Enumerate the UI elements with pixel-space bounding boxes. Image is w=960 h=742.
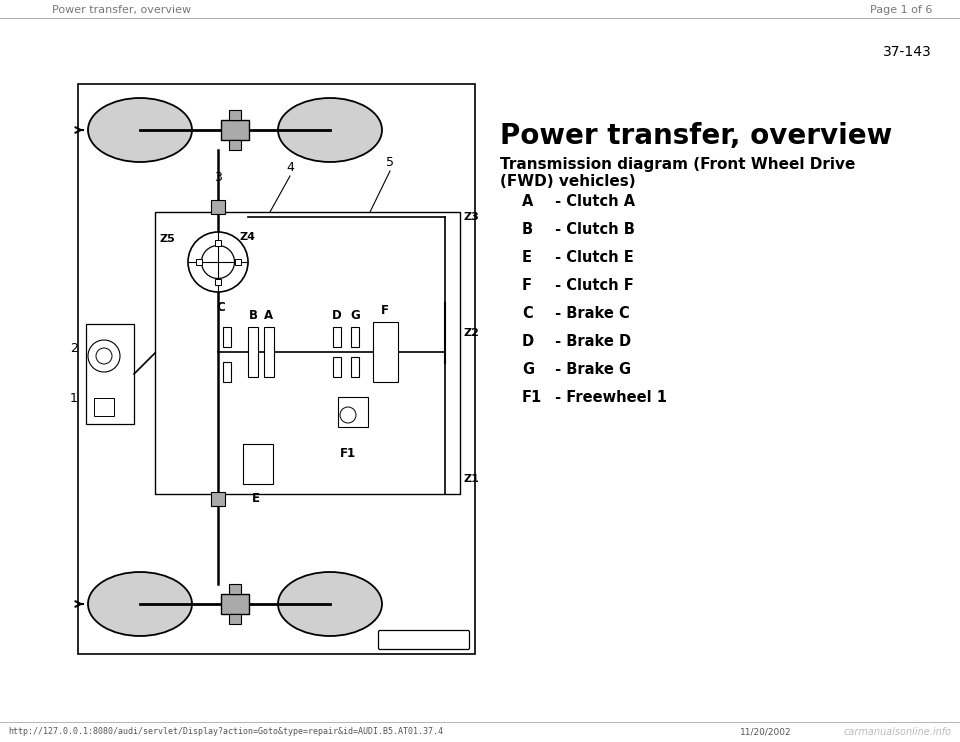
- Text: 5: 5: [386, 156, 394, 169]
- Bar: [221, 120, 249, 140]
- Text: - Clutch A: - Clutch A: [550, 194, 636, 209]
- Bar: [223, 362, 231, 382]
- Circle shape: [340, 407, 356, 423]
- Text: Z5: Z5: [160, 234, 176, 244]
- Text: - Clutch F: - Clutch F: [550, 278, 634, 294]
- Text: carmanualsonline.info: carmanualsonline.info: [844, 727, 952, 737]
- Text: B: B: [522, 223, 533, 237]
- Text: - Brake G: - Brake G: [550, 363, 631, 378]
- Text: E: E: [252, 492, 260, 505]
- Text: 3: 3: [214, 171, 222, 184]
- Text: Z1: Z1: [463, 474, 479, 484]
- Text: A: A: [522, 194, 534, 209]
- Text: B: B: [249, 309, 257, 322]
- Bar: [234, 259, 241, 265]
- Ellipse shape: [88, 98, 192, 162]
- Bar: [155, 212, 460, 494]
- Ellipse shape: [278, 572, 382, 636]
- Ellipse shape: [278, 98, 382, 162]
- Text: N37-0503: N37-0503: [396, 635, 451, 645]
- Text: Power transfer, overview: Power transfer, overview: [52, 5, 191, 15]
- Circle shape: [188, 232, 248, 292]
- Bar: [196, 259, 202, 265]
- Text: G: G: [522, 363, 534, 378]
- Bar: [264, 327, 274, 377]
- Text: Z2: Z2: [463, 328, 479, 338]
- Bar: [373, 322, 398, 382]
- Text: - Brake D: - Brake D: [550, 335, 631, 349]
- FancyBboxPatch shape: [378, 631, 469, 649]
- Text: http://127.0.0.1:8080/audi/servlet/Display?action=Goto&type=repair&id=AUDI.B5.AT: http://127.0.0.1:8080/audi/servlet/Displ…: [8, 727, 443, 737]
- Text: (FWD) vehicles): (FWD) vehicles): [500, 174, 636, 189]
- Text: 11/20/2002: 11/20/2002: [740, 727, 792, 737]
- Bar: [221, 594, 249, 614]
- Text: D: D: [522, 335, 534, 349]
- Text: - Brake C: - Brake C: [550, 306, 630, 321]
- Bar: [215, 240, 221, 246]
- Text: - Clutch E: - Clutch E: [550, 251, 634, 266]
- Bar: [333, 327, 341, 347]
- Text: 37-143: 37-143: [883, 45, 932, 59]
- Bar: [351, 357, 359, 377]
- Bar: [78, 84, 475, 654]
- Text: Transmission diagram (Front Wheel Drive: Transmission diagram (Front Wheel Drive: [500, 157, 855, 172]
- Text: E: E: [522, 251, 532, 266]
- Text: A: A: [264, 309, 274, 322]
- Text: 4: 4: [286, 161, 294, 174]
- Bar: [229, 140, 241, 150]
- Text: C: C: [522, 306, 533, 321]
- Bar: [229, 584, 241, 594]
- Bar: [211, 200, 225, 214]
- Bar: [243, 444, 273, 484]
- Bar: [338, 397, 368, 427]
- Text: - Freewheel 1: - Freewheel 1: [550, 390, 667, 405]
- Bar: [86, 324, 134, 424]
- Bar: [229, 110, 241, 120]
- Bar: [211, 492, 225, 506]
- Bar: [248, 327, 258, 377]
- Text: Page 1 of 6: Page 1 of 6: [870, 5, 932, 15]
- Text: F: F: [522, 278, 532, 294]
- Text: - Clutch B: - Clutch B: [550, 223, 635, 237]
- Text: D: D: [332, 309, 342, 322]
- Ellipse shape: [88, 572, 192, 636]
- Bar: [229, 614, 241, 624]
- Text: F1: F1: [522, 390, 542, 405]
- Circle shape: [88, 340, 120, 372]
- Text: 1: 1: [70, 393, 78, 405]
- Circle shape: [96, 348, 112, 364]
- Text: Z4: Z4: [240, 232, 256, 242]
- Bar: [215, 278, 221, 284]
- Text: Power transfer, overview: Power transfer, overview: [500, 122, 892, 150]
- Bar: [94, 398, 114, 416]
- Text: F1: F1: [340, 447, 356, 460]
- Bar: [333, 357, 341, 377]
- Bar: [351, 327, 359, 347]
- Text: G: G: [350, 309, 360, 322]
- Text: F: F: [381, 304, 389, 317]
- Bar: [223, 327, 231, 347]
- Text: 2: 2: [70, 343, 78, 355]
- Circle shape: [202, 246, 234, 278]
- Text: C: C: [217, 301, 226, 314]
- Text: Z3: Z3: [463, 212, 479, 222]
